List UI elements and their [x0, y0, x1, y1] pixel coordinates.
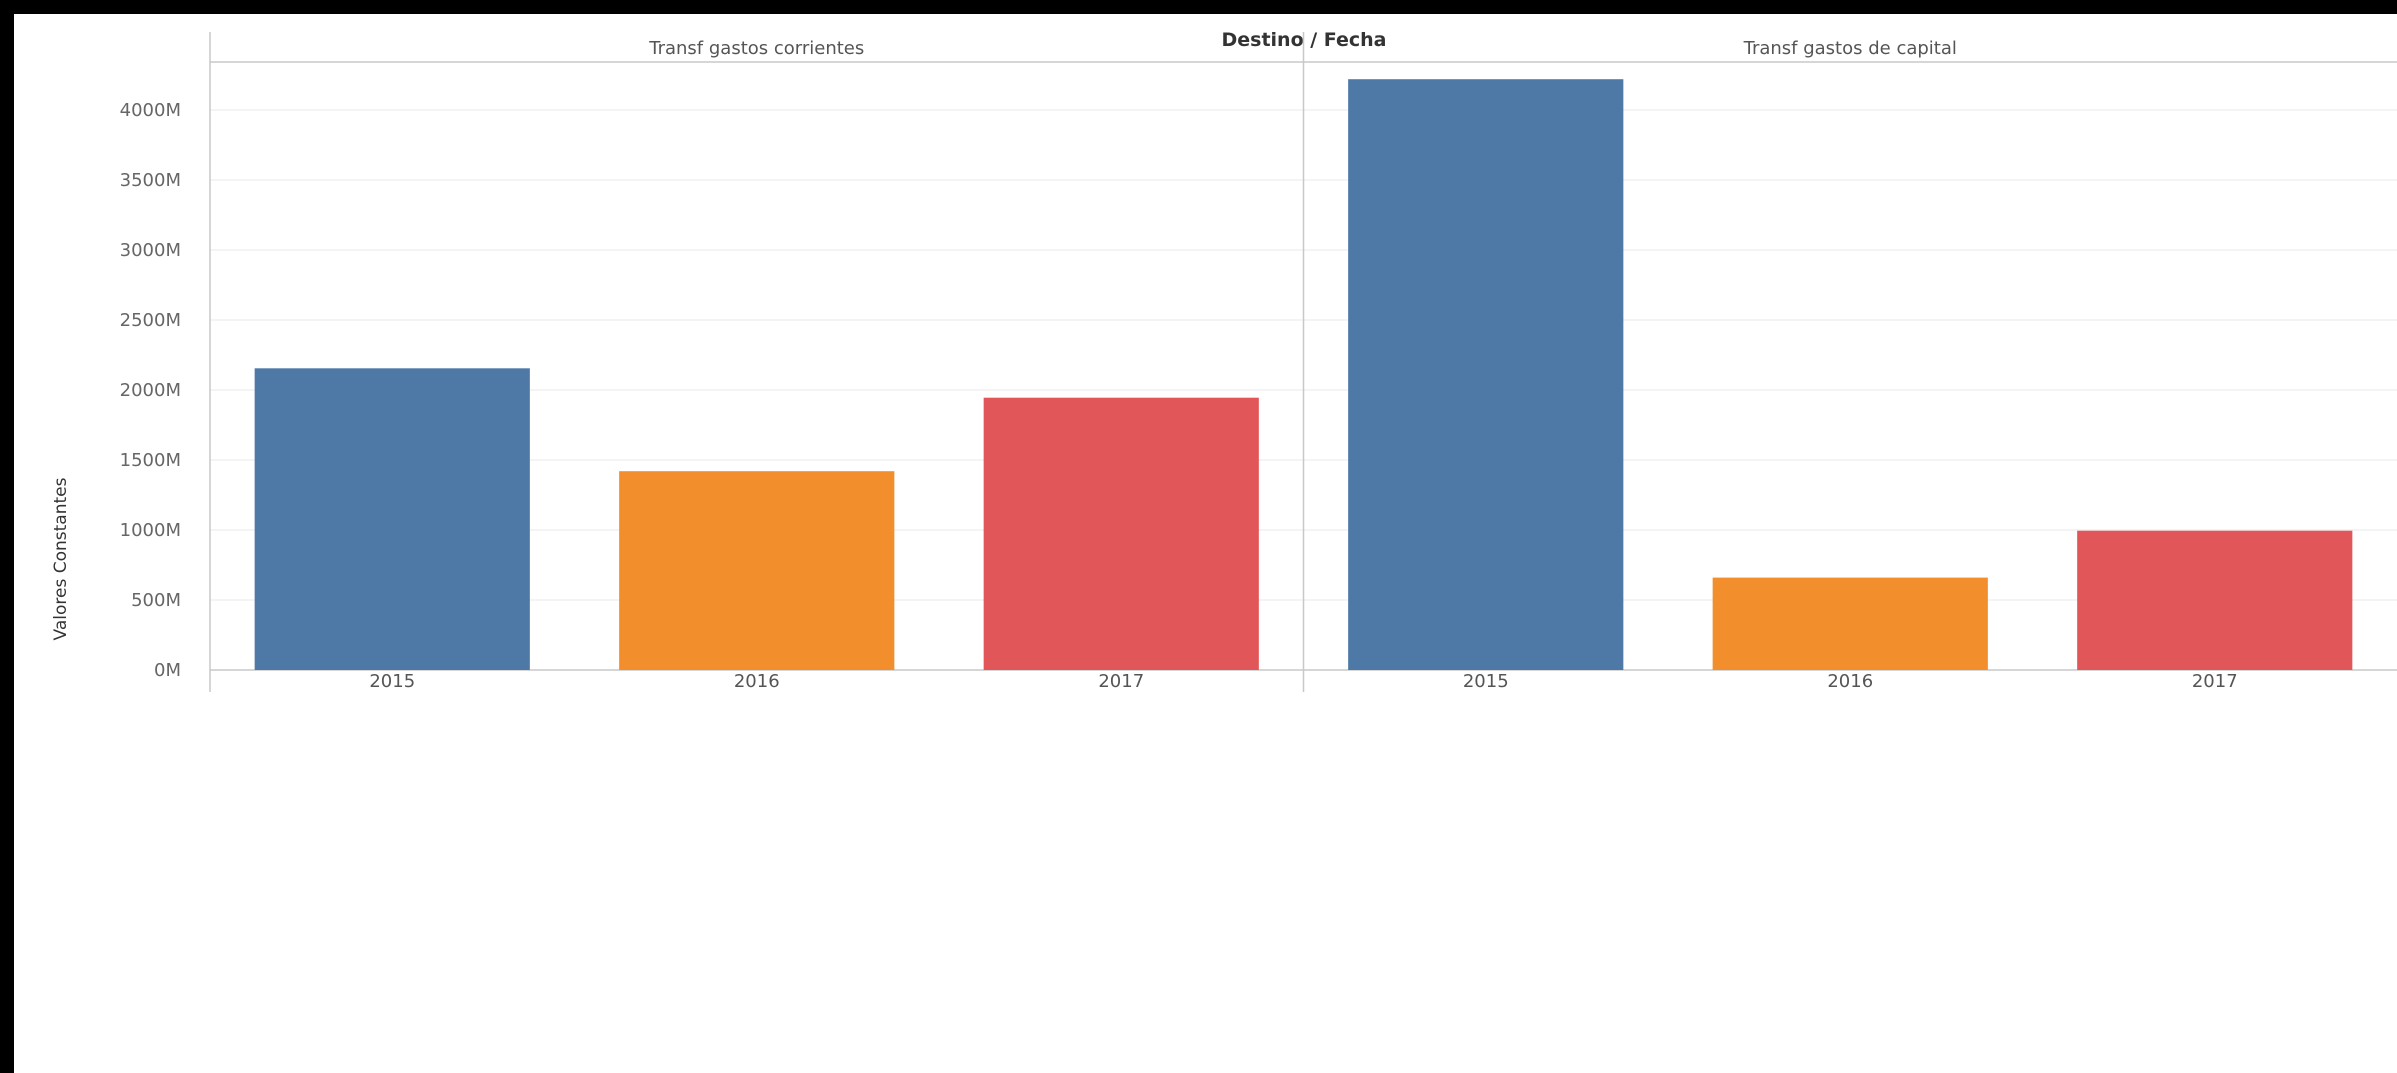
panel: Transf gastos corrientes 2015 2016 2017 [254, 38, 1259, 692]
x-tick-label: 2015 [1463, 671, 1509, 692]
bar [2077, 530, 2353, 670]
y-axis-label: Valores Constantes [51, 477, 71, 640]
x-tick-label: 2016 [734, 671, 780, 692]
panels-layer: 0M 500M 1000M 1500M 2000M 2500M 3000M 3500M 4000… [120, 32, 2397, 692]
y-tick-label: 4000M [120, 100, 181, 121]
y-tick-label: 1500M [120, 450, 181, 471]
panel: Transf gastos de capital 2015 2016 2017 [1302, 32, 2353, 692]
x-tick-label: 2015 [369, 671, 415, 692]
y-tick-label: 0M [154, 660, 181, 681]
y-tick-label: 2000M [120, 380, 181, 401]
x-tick-label: 2017 [2192, 671, 2238, 692]
bar [619, 471, 895, 670]
bar [983, 397, 1259, 670]
y-tick-label: 500M [131, 590, 181, 611]
x-tick-label: 2017 [1098, 671, 1144, 692]
chart-container: Destino / Fecha Valores Constantes 0M 500… [14, 14, 2397, 1073]
y-tick-label: 3000M [120, 240, 181, 261]
x-tick-label: 2016 [1827, 671, 1873, 692]
panel-header: Transf gastos corrientes [648, 38, 864, 59]
bar-chart: Destino / Fecha Valores Constantes 0M500… [51, 29, 2397, 692]
y-tick-label: 2500M [120, 310, 181, 331]
bar [1348, 79, 1624, 670]
bar [1712, 577, 1988, 670]
bar [254, 368, 530, 670]
y-tick-label: 1000M [120, 520, 181, 541]
panel-header: Transf gastos de capital [1743, 38, 1957, 59]
y-tick-label: 3500M [120, 170, 181, 191]
